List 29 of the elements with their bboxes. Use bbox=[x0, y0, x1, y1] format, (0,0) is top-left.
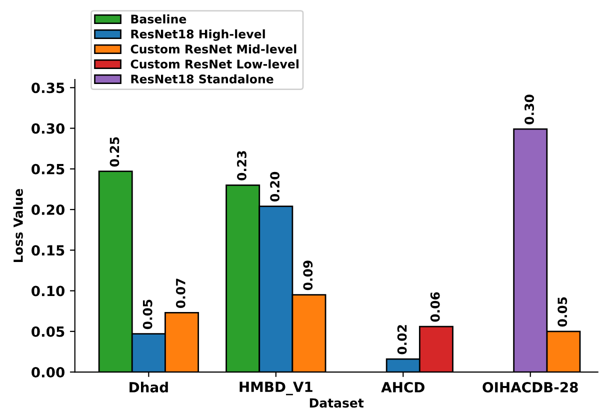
legend-label: Custom ResNet Mid-level bbox=[130, 44, 296, 54]
y-tick-label: 0.25 bbox=[32, 164, 64, 174]
x-axis-title: Dataset bbox=[310, 398, 364, 408]
data-label: 0.23 bbox=[236, 151, 246, 180]
data-label: 0.02 bbox=[397, 325, 407, 354]
y-tick-label: 0.20 bbox=[32, 204, 64, 215]
data-label: 0.25 bbox=[110, 137, 120, 167]
y-tick-label: 0.10 bbox=[32, 286, 64, 296]
legend-label: ResNet18 High-level bbox=[131, 29, 265, 41]
y-tick-label: 0.00 bbox=[32, 367, 64, 378]
data-label: 0.09 bbox=[303, 260, 313, 290]
legend-label: Baseline bbox=[131, 14, 186, 24]
data-label: 0.05 bbox=[558, 297, 568, 327]
data-label: 0.06 bbox=[430, 292, 440, 322]
legend-label: ResNet18 Standalone bbox=[131, 74, 274, 84]
x-tick-label: HMBD_V1 bbox=[240, 382, 312, 396]
y-tick-label: 0.30 bbox=[32, 123, 64, 134]
x-tick-label: AHCD bbox=[381, 382, 424, 393]
data-label: 0.20 bbox=[270, 172, 280, 202]
x-tick-label: OIHACDB-28 bbox=[482, 382, 578, 393]
data-label: 0.07 bbox=[176, 278, 186, 308]
data-label: 0.05 bbox=[142, 300, 152, 330]
y-tick-label: 0.15 bbox=[32, 245, 64, 256]
x-tick-label: Dhad bbox=[130, 382, 168, 393]
legend-label: Custom ResNet Low-level bbox=[130, 59, 298, 68]
y-tick-label: 0.05 bbox=[32, 326, 64, 337]
y-tick-label: 0.35 bbox=[32, 82, 64, 94]
y-axis-title: Loss Value bbox=[13, 188, 23, 262]
data-label: 0.30 bbox=[524, 94, 534, 124]
